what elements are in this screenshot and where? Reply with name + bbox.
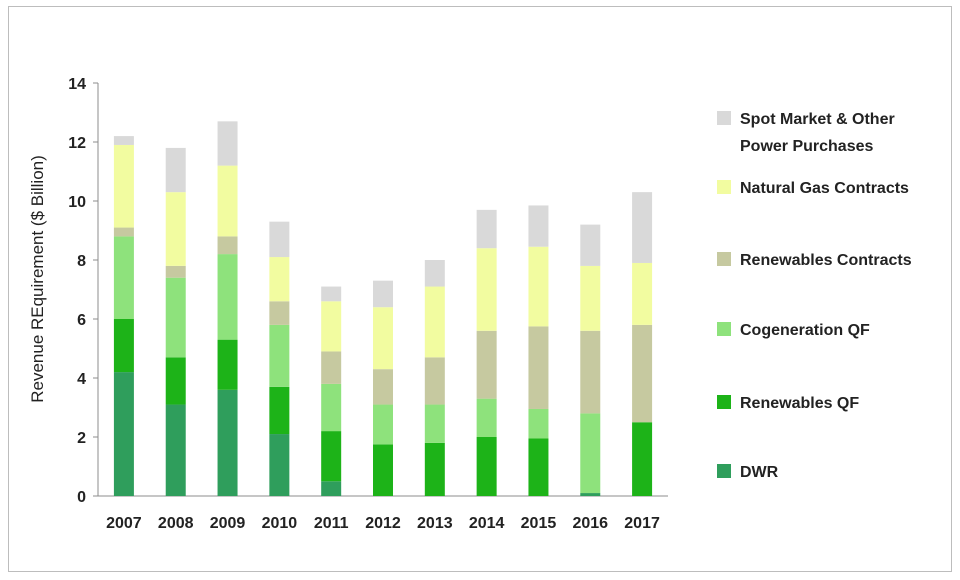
legend-label-line: Spot Market & Other (740, 111, 895, 128)
legend-swatch-5 (717, 111, 731, 125)
bar-segment-2011-0 (321, 481, 342, 496)
bar-segment-2009-1 (217, 339, 238, 390)
legend-label: Natural Gas Contracts (740, 180, 909, 197)
bar-segment-2014-4 (476, 248, 497, 331)
y-tick-label: 12 (68, 135, 86, 152)
bar-segment-2013-1 (424, 442, 445, 496)
bar-segment-2011-2 (321, 383, 342, 432)
legend: Spot Market & Other Power Purchases Natura… (717, 111, 912, 481)
bar-segment-2016-5 (580, 224, 601, 266)
bar-segment-2011-1 (321, 431, 342, 482)
bar-segment-2016-2 (580, 413, 601, 494)
bar-segment-2010-1 (269, 386, 290, 435)
bar-segment-2008-0 (165, 404, 186, 496)
bar-segment-2016-3 (580, 330, 601, 414)
bar-segment-2017-4 (632, 262, 653, 325)
x-tick-label: 2015 (521, 515, 557, 532)
bar-segment-2011-5 (321, 286, 342, 302)
legend-label-line: Power Purchases (740, 138, 874, 155)
bar-segment-2013-2 (424, 404, 445, 443)
bar-segment-2015-3 (528, 326, 549, 409)
legend-label: Spot Market & Other Power Purchases (740, 111, 895, 155)
bar-segment-2007-5 (113, 136, 134, 145)
legend-swatch-3 (717, 252, 731, 266)
chart-frame: 0 2 4 6 8 10 12 14 2007 2008 2009 2010 2011 2012 2013 2… (8, 6, 952, 572)
y-tick-label: 14 (68, 76, 86, 93)
bar-segment-2008-1 (165, 357, 186, 405)
plot-area: 0 2 4 6 8 10 12 14 2007 2008 2009 2010 2011 2012 2013 2… (68, 76, 668, 532)
x-tick-label: 2016 (572, 515, 608, 532)
legend-swatch-1 (717, 395, 731, 409)
bar-segment-2014-5 (476, 209, 497, 249)
bar-segment-2012-4 (373, 307, 393, 370)
bar-segment-2017-3 (632, 324, 653, 423)
bar-segment-2012-5 (373, 280, 393, 308)
bar-segment-2007-3 (113, 227, 134, 237)
bar-segment-2014-1 (476, 437, 497, 496)
y-tick-label: 0 (77, 489, 86, 506)
bar-segment-2014-2 (476, 398, 497, 437)
bar-segment-2007-4 (113, 144, 134, 228)
bar-segment-2011-3 (321, 351, 342, 384)
bar-segment-2008-3 (165, 265, 186, 278)
bar-segment-2012-2 (373, 404, 393, 445)
legend-label: DWR (740, 464, 779, 481)
legend-label: Renewables Contracts (740, 252, 912, 269)
bar-segment-2008-2 (165, 277, 186, 358)
bar-segment-2013-3 (424, 357, 445, 405)
x-tick-label: 2009 (210, 515, 246, 532)
bar-segment-2015-1 (528, 438, 549, 496)
x-tick-label: 2012 (365, 515, 401, 532)
bar-segment-2008-4 (165, 192, 186, 266)
y-tick-label: 4 (77, 371, 86, 388)
bar-segment-2010-2 (269, 324, 290, 387)
bar-segment-2015-4 (528, 246, 549, 327)
x-tick-label: 2007 (106, 515, 142, 532)
bar-segment-2010-0 (269, 434, 290, 496)
bar-segment-2009-3 (217, 236, 238, 255)
bar-segment-2007-0 (113, 372, 134, 496)
y-tick-label: 6 (77, 312, 86, 329)
x-tick-label: 2008 (158, 515, 194, 532)
bar-segment-2013-4 (424, 286, 445, 358)
bar-segment-2009-4 (217, 165, 238, 237)
x-tick-label: 2013 (417, 515, 453, 532)
bar-segment-2012-3 (373, 369, 393, 405)
bar-segment-2009-5 (217, 121, 238, 166)
bar-segment-2014-3 (476, 330, 497, 399)
legend-swatch-2 (717, 322, 731, 336)
legend-swatch-4 (717, 180, 731, 194)
x-tick-label: 2011 (314, 515, 349, 532)
bar-segment-2011-4 (321, 301, 342, 352)
bar-segment-2009-2 (217, 254, 238, 340)
bar-segment-2017-5 (632, 192, 653, 263)
y-tick-label: 10 (68, 194, 86, 211)
bar-segment-2008-5 (165, 147, 186, 193)
stacked-bar-chart: 0 2 4 6 8 10 12 14 2007 2008 2009 2010 2011 2012 2013 2… (28, 76, 912, 532)
bar-segment-2013-5 (424, 260, 445, 287)
bar-segment-2010-3 (269, 301, 290, 325)
x-tick-label: 2014 (469, 515, 505, 532)
bar-segment-2007-2 (113, 236, 134, 319)
x-tick-label: 2010 (262, 515, 298, 532)
bar-segment-2010-5 (269, 221, 290, 258)
legend-swatch-0 (717, 464, 731, 478)
bar-segment-2012-1 (373, 444, 393, 496)
legend-label: Renewables QF (740, 395, 859, 412)
y-tick-label: 2 (77, 430, 86, 447)
y-tick-label: 8 (77, 253, 86, 270)
bar-segment-2007-1 (113, 319, 134, 373)
bar-segment-2009-0 (217, 389, 238, 496)
bar-segment-2016-0 (580, 493, 601, 496)
bar-segment-2010-4 (269, 257, 290, 302)
bar-segment-2015-5 (528, 205, 549, 247)
x-tick-label: 2017 (624, 515, 660, 532)
y-axis-label: Revenue REquirement ($ Billion) (28, 155, 47, 403)
bar-segment-2015-2 (528, 408, 549, 439)
bar-segment-2016-4 (580, 265, 601, 331)
legend-label: Cogeneration QF (740, 322, 870, 339)
bar-segment-2017-1 (632, 422, 653, 496)
